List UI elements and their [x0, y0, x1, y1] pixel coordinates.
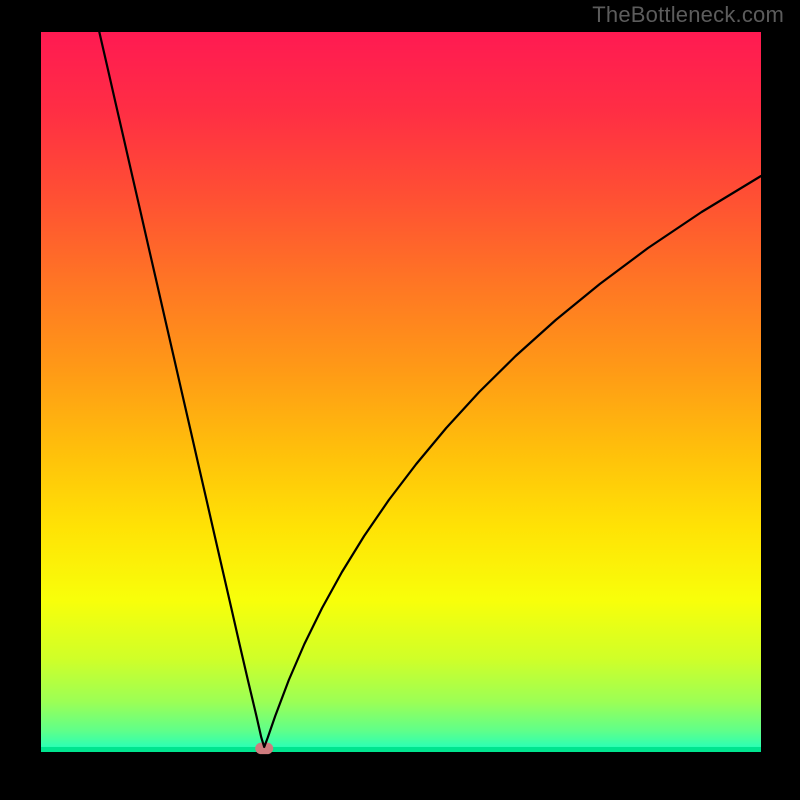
plot-background: [41, 32, 761, 752]
chart-container: TheBottleneck.com: [0, 0, 800, 800]
chart-svg: [0, 0, 800, 800]
watermark-text: TheBottleneck.com: [592, 2, 784, 28]
plot-bottom-strip: [41, 747, 761, 752]
